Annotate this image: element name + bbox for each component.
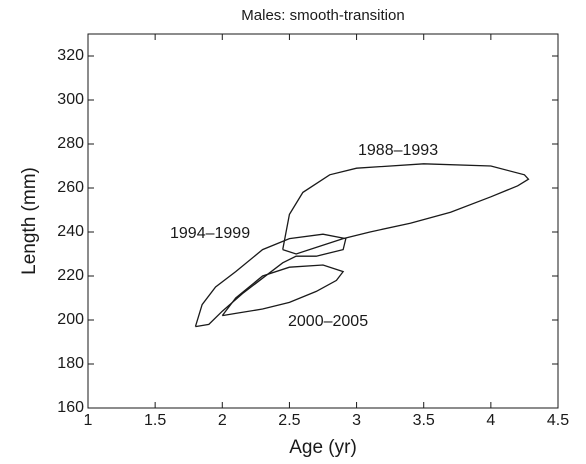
contour bbox=[221, 264, 345, 317]
series-label: 1988–1993 bbox=[358, 142, 438, 159]
y-tick-label: 260 bbox=[57, 179, 84, 196]
x-tick-label: 1 bbox=[84, 412, 93, 429]
contour bbox=[282, 163, 530, 255]
y-tick-label: 280 bbox=[57, 135, 84, 152]
plot-frame bbox=[87, 33, 559, 409]
y-tick-label: 180 bbox=[57, 355, 84, 372]
x-tick-label: 3 bbox=[352, 412, 361, 429]
x-tick-label: 4.5 bbox=[547, 412, 569, 429]
y-tick-label: 240 bbox=[57, 223, 84, 240]
x-tick-label: 1.5 bbox=[144, 412, 166, 429]
contour bbox=[194, 233, 347, 328]
x-tick-label: 2 bbox=[218, 412, 227, 429]
y-tick-label: 200 bbox=[57, 311, 84, 328]
y-tick-label: 300 bbox=[57, 91, 84, 108]
y-tick-label: 160 bbox=[57, 399, 84, 416]
y-axis-label: Length (mm) bbox=[19, 167, 40, 275]
series-label: 1994–1999 bbox=[170, 225, 250, 242]
x-tick-label: 4 bbox=[486, 412, 495, 429]
y-tick-label: 320 bbox=[57, 47, 84, 64]
y-tick-label: 220 bbox=[57, 267, 84, 284]
x-axis-label: Age (yr) bbox=[289, 437, 357, 458]
x-tick-label: 3.5 bbox=[413, 412, 435, 429]
series-label: 2000–2005 bbox=[288, 313, 368, 330]
chart-title: Males: smooth-transition bbox=[241, 7, 404, 24]
x-tick-label: 2.5 bbox=[278, 412, 300, 429]
